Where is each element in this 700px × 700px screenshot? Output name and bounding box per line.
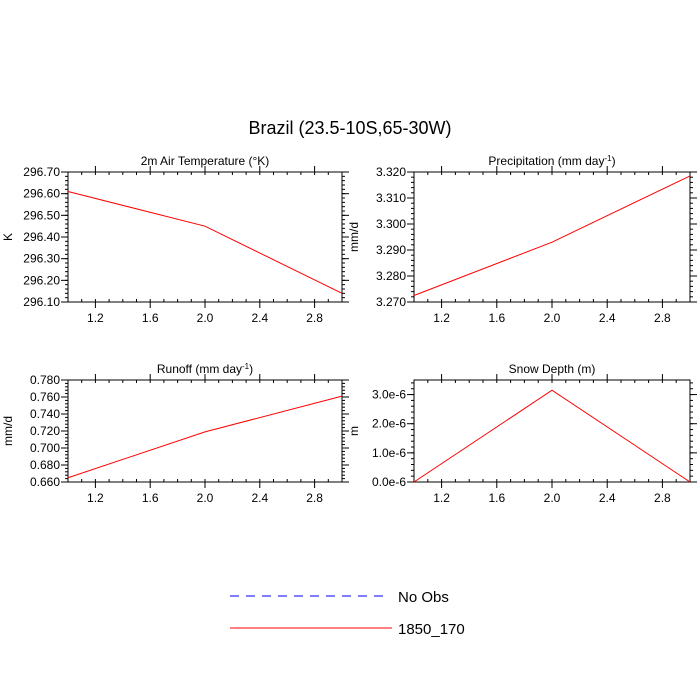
x-tick-label: 2.8 (654, 311, 671, 325)
legend-label-no-obs: No Obs (398, 589, 449, 606)
series-line-1850_170 (413, 175, 691, 296)
panel-title: 2m Air Temperature (°K) (141, 154, 270, 168)
panel-2: Precipitation (mm day-1) 1.2 1.6 2.0 2.4 2.8 3… (347, 154, 697, 325)
legend-label-1850-170: 1850_170 (398, 621, 465, 638)
plot-frame (67, 171, 343, 303)
panel-title: Runoff (mm day-1) (157, 362, 253, 377)
x-tick-label: 1.2 (87, 311, 104, 325)
y-tick-label: 3.280 (376, 269, 406, 283)
y-tick-label: 296.60 (23, 187, 60, 201)
y-tick-label: 0.0e-6 (372, 475, 406, 489)
x-tick-label: 2.8 (654, 491, 671, 505)
series-line-1850_170 (413, 389, 691, 483)
y-axis-label: K (1, 233, 15, 241)
x-tick-label: 2.0 (197, 491, 214, 505)
x-tick-label: 2.0 (544, 311, 561, 325)
x-tick-label: 2.4 (251, 311, 268, 325)
x-tick-label: 2.4 (599, 491, 616, 505)
legend: No Obs 1850_170 (230, 589, 465, 638)
y-tick-label: 0.680 (30, 458, 60, 472)
y-tick-label: 3.290 (376, 243, 406, 257)
y-tick-label: 296.20 (23, 273, 60, 287)
y-tick-label: 3.0e-6 (372, 388, 406, 402)
y-tick-label: 3.320 (376, 165, 406, 179)
panels: 2m Air Temperature (°K) 1.2 1.6 2.0 2.4 2.8 29… (1, 154, 697, 505)
series-line-1850_170 (67, 191, 343, 294)
y-tick-label: 296.10 (23, 295, 60, 309)
y-tick-label: 0.660 (30, 475, 60, 489)
panel-4: Snow Depth (m) 1.2 1.6 2.0 2.4 2.8 0.0e-6 1.0e-… (347, 362, 697, 505)
plot-frame (413, 171, 691, 303)
x-tick-label: 2.0 (544, 491, 561, 505)
y-tick-label: 0.780 (30, 373, 60, 387)
y-tick-label: 0.720 (30, 424, 60, 438)
x-tick-label: 2.8 (306, 311, 323, 325)
y-tick-label: 0.700 (30, 441, 60, 455)
x-tick-label: 2.4 (599, 311, 616, 325)
y-axis-label: m (347, 426, 361, 436)
y-tick-label: 296.30 (23, 252, 60, 266)
y-tick-label: 296.40 (23, 230, 60, 244)
x-tick-label: 1.2 (433, 491, 450, 505)
plot-frame (67, 379, 343, 483)
y-tick-label: 3.310 (376, 191, 406, 205)
y-tick-label: 3.300 (376, 217, 406, 231)
plot-frame (413, 379, 691, 483)
x-tick-label: 1.6 (488, 491, 505, 505)
figure-title: Brazil (23.5-10S,65-30W) (248, 118, 451, 138)
panel-title: Snow Depth (m) (509, 362, 596, 376)
x-tick-label: 1.6 (488, 311, 505, 325)
x-tick-label: 1.6 (142, 311, 159, 325)
series-line-1850_170 (67, 395, 343, 479)
x-tick-label: 2.4 (251, 491, 268, 505)
x-tick-label: 1.2 (433, 311, 450, 325)
y-tick-label: 0.760 (30, 390, 60, 404)
y-axis-label: mm/d (1, 416, 15, 446)
x-tick-label: 1.6 (142, 491, 159, 505)
y-tick-label: 1.0e-6 (372, 446, 406, 460)
y-tick-label: 3.270 (376, 295, 406, 309)
panel-1: 2m Air Temperature (°K) 1.2 1.6 2.0 2.4 2.8 29… (1, 154, 349, 325)
panel-title: Precipitation (mm day-1) (488, 154, 615, 169)
y-tick-label: 2.0e-6 (372, 417, 406, 431)
x-tick-label: 1.2 (87, 491, 104, 505)
x-tick-label: 2.0 (197, 311, 214, 325)
y-tick-label: 0.740 (30, 407, 60, 421)
y-tick-label: 296.50 (23, 208, 60, 222)
x-tick-label: 2.8 (306, 491, 323, 505)
y-tick-label: 296.70 (23, 165, 60, 179)
panel-3: Runoff (mm day-1) 1.2 1.6 2.0 2.4 2.8 0.660 0.6… (1, 362, 349, 505)
y-axis-label: mm/d (347, 222, 361, 252)
